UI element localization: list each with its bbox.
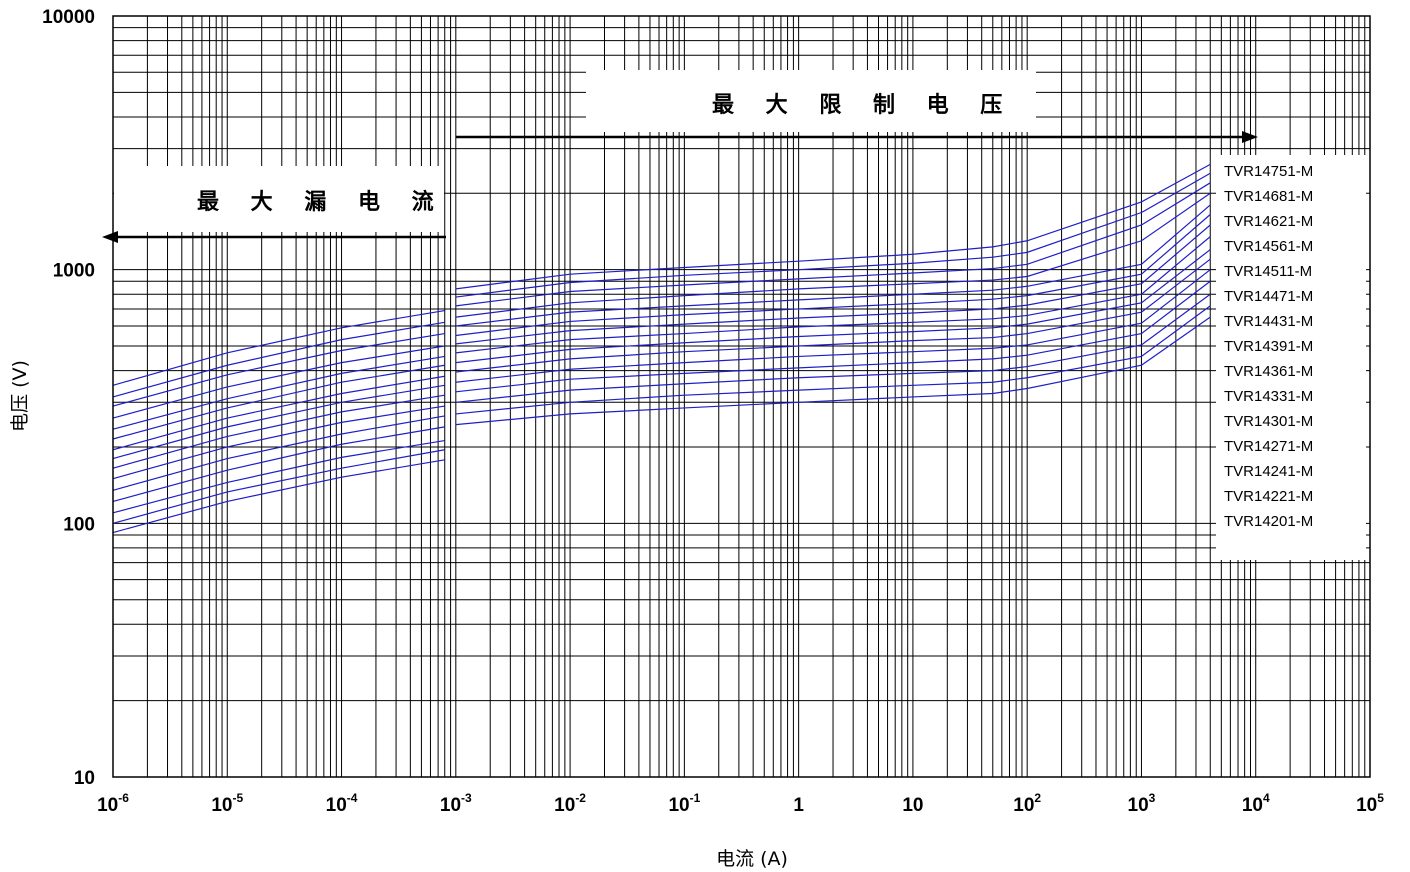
series-line-leakage — [112, 415, 445, 491]
series-line-clamp — [455, 204, 1211, 327]
series-line-clamp — [455, 258, 1211, 373]
series-line-leakage — [112, 375, 445, 451]
legend-entry: TVR14301-M — [1224, 413, 1313, 430]
legend-entry: TVR14561-M — [1224, 238, 1313, 255]
series-line-leakage — [112, 405, 445, 480]
x-tick-label: 104 — [1242, 791, 1270, 816]
series-line-clamp — [455, 172, 1211, 298]
series-line-leakage — [112, 332, 445, 407]
series-line-clamp — [455, 305, 1211, 415]
series-line-leakage — [112, 321, 445, 398]
legend-entry: TVR14271-M — [1224, 438, 1313, 455]
series-line-clamp — [455, 163, 1211, 290]
series-line-leakage — [112, 345, 445, 419]
legend: TVR14751-M TVR14681-M TVR14621-M TVR14561-M… — [1224, 163, 1313, 530]
legend-entry: TVR14241-M — [1224, 463, 1313, 480]
series-line-leakage — [112, 394, 445, 469]
series-line-leakage — [112, 439, 445, 514]
legend-entry: TVR14331-M — [1224, 388, 1313, 405]
x-tick-label: 103 — [1128, 791, 1156, 816]
grid — [112, 16, 1370, 778]
series-line-clamp — [455, 269, 1211, 383]
max-leakage-current-arrowhead — [102, 231, 118, 243]
x-tick-labels: 10-6 10-5 10-4 10-3 10-2 10-1 1 10 102 103 104 105 — [97, 791, 1384, 816]
y-axis-title: 电压 (V) — [9, 360, 31, 432]
series-line-leakage — [112, 309, 445, 386]
legend-entry: TVR14751-M — [1224, 163, 1313, 180]
x-tick-label: 102 — [1013, 791, 1041, 816]
max-leakage-current-box — [114, 166, 444, 232]
series-line-leakage — [112, 364, 445, 440]
series-line-clamp — [455, 293, 1211, 403]
legend-entry: TVR14201-M — [1224, 513, 1313, 530]
y-tick-label: 10000 — [42, 7, 95, 28]
series-line-clamp — [455, 280, 1211, 393]
series-line-clamp — [455, 224, 1211, 345]
plot-frame — [112, 15, 1371, 778]
series-line-leakage — [112, 355, 445, 430]
series-group — [112, 163, 1211, 534]
x-tick-label: 10-4 — [326, 791, 358, 816]
x-axis-title: 电流 (A) — [716, 848, 788, 870]
y-tick-label: 100 — [63, 514, 95, 535]
legend-entry: TVR14221-M — [1224, 488, 1313, 505]
legend-box — [1216, 155, 1366, 560]
legend-entry: TVR14471-M — [1224, 288, 1313, 305]
series-line-leakage — [112, 459, 445, 534]
series-line-clamp — [455, 316, 1211, 426]
x-tick-label: 10-3 — [440, 791, 472, 816]
y-tick-label: 1000 — [53, 261, 95, 282]
max-clamp-voltage-box — [586, 70, 1036, 132]
max-clamp-voltage-arrowhead — [1242, 131, 1258, 143]
x-tick-label: 10 — [902, 795, 923, 816]
max-leakage-current-label: 最 大 漏 电 流 — [197, 189, 446, 215]
x-tick-label: 10-6 — [97, 791, 129, 816]
series-line-clamp — [455, 192, 1211, 318]
legend-entry: TVR14361-M — [1224, 363, 1313, 380]
legend-entry: TVR14681-M — [1224, 188, 1313, 205]
series-line-clamp — [455, 182, 1211, 307]
x-tick-label: 1 — [793, 795, 804, 816]
series-line-clamp — [455, 214, 1211, 337]
x-tick-label: 105 — [1356, 791, 1384, 816]
x-tick-label: 10-2 — [554, 791, 586, 816]
max-clamp-voltage-label: 最 大 限 制 电 压 — [712, 93, 1014, 118]
x-tick-label: 10-1 — [668, 791, 700, 816]
series-line-clamp — [455, 249, 1211, 364]
y-tick-labels: 10 100 1000 10000 — [42, 7, 95, 789]
series-line-leakage — [112, 384, 445, 460]
series-line-leakage — [112, 449, 445, 524]
y-tick-label: 10 — [74, 768, 95, 789]
legend-entry: TVR14511-M — [1224, 263, 1312, 280]
legend-entry: TVR14621-M — [1224, 213, 1313, 230]
series-line-clamp — [455, 236, 1211, 354]
x-tick-label: 10-5 — [211, 791, 243, 816]
legend-entry: TVR14391-M — [1224, 338, 1313, 355]
series-line-leakage — [112, 426, 445, 503]
legend-entry: TVR14431-M — [1224, 313, 1313, 330]
